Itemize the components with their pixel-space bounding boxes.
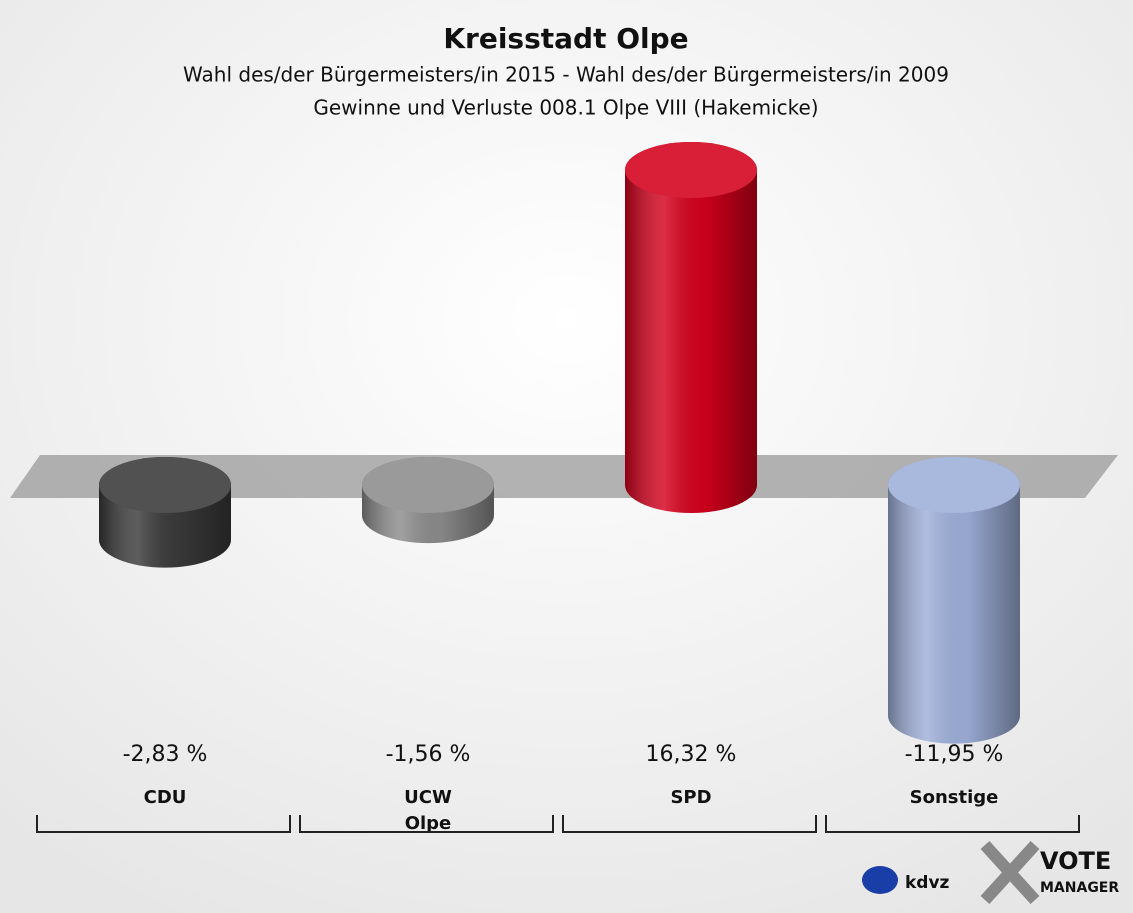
- chart-subtitle: Wahl des/der Bürgermeisters/in 2015 - Wa…: [183, 63, 949, 87]
- value-label: 16,32 %: [646, 742, 737, 767]
- value-label: -11,95 %: [905, 742, 1004, 767]
- logo-text: MANAGER: [1040, 880, 1119, 896]
- bar-cap: [362, 457, 494, 513]
- logo: kdvz VOTE MANAGER: [862, 840, 1119, 905]
- logo-text: kdvz: [905, 873, 950, 893]
- category-label: Sonstige: [910, 787, 999, 808]
- bar-cap: [888, 457, 1020, 513]
- category-bracket: [562, 815, 817, 833]
- bar-cap: [99, 457, 231, 513]
- zero-plane: [10, 455, 1118, 498]
- logo-text: VOTE: [1040, 847, 1111, 875]
- bar-shade: [625, 142, 757, 513]
- bar-cap-shade: [99, 457, 231, 513]
- logo-mark: [980, 840, 1040, 905]
- chart-subtitle: Gewinne und Verluste 008.1 Olpe VIII (Ha…: [313, 96, 818, 120]
- category-bracket: [299, 815, 554, 833]
- bar-cap-shade: [888, 457, 1020, 513]
- bar-cap-shade: [362, 457, 494, 513]
- category-label: UCW Olpe: [404, 787, 452, 834]
- bar-shade: [888, 457, 1020, 744]
- bar-cap-shade: [625, 142, 757, 199]
- value-label: -1,56 %: [386, 742, 471, 767]
- logo-icon: [862, 866, 898, 894]
- category-bracket: [825, 815, 1080, 833]
- bar-cap: [625, 142, 757, 199]
- category-label: CDU: [144, 787, 187, 808]
- value-label: -2,83 %: [123, 742, 208, 767]
- category-bracket: [36, 815, 291, 833]
- chart-title: Kreisstadt Olpe: [443, 22, 688, 55]
- category-label: SPD: [670, 787, 711, 808]
